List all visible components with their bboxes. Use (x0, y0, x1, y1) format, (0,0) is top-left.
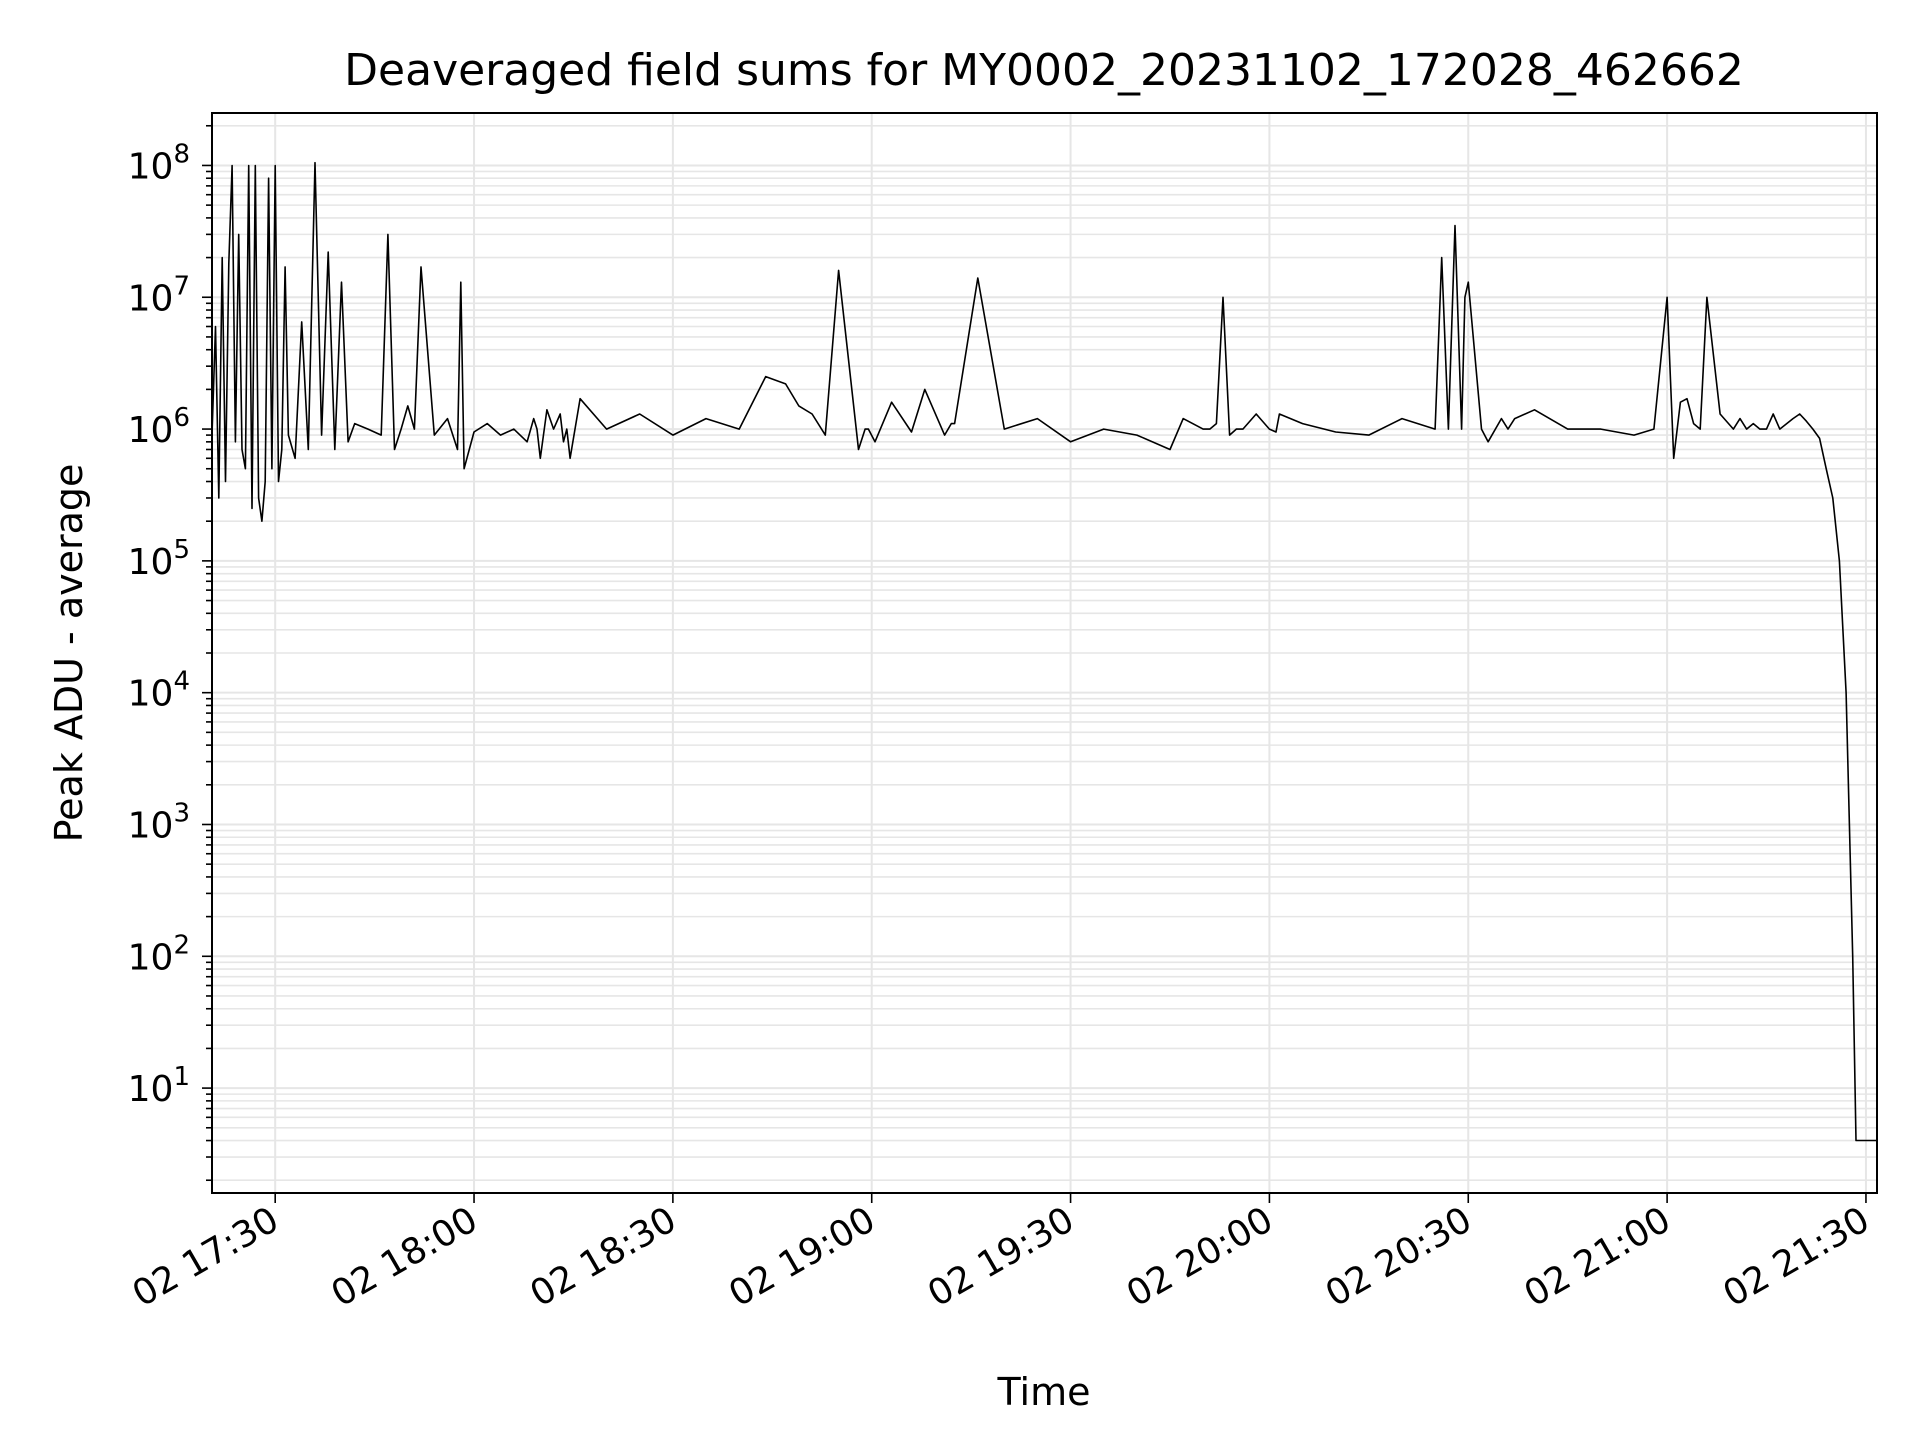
x-tick-label: 02 20:30 (1319, 1199, 1479, 1315)
y-tick-base: 10 (128, 410, 174, 451)
y-tick-label: 104 (128, 667, 190, 715)
x-tick-label: 02 19:00 (722, 1199, 882, 1315)
x-tick-label: 02 17:30 (126, 1199, 286, 1315)
y-tick-label: 101 (128, 1062, 190, 1110)
y-tick-exponent: 2 (173, 930, 190, 960)
x-tick-label: 02 21:30 (1717, 1199, 1877, 1315)
y-tick-base: 10 (128, 674, 174, 715)
y-tick-exponent: 1 (173, 1062, 190, 1092)
y-tick-exponent: 7 (173, 271, 190, 301)
y-tick-base: 10 (128, 146, 174, 187)
y-tick-exponent: 4 (173, 667, 190, 697)
y-tick-label: 105 (128, 535, 190, 583)
y-tick-label: 107 (128, 271, 190, 319)
y-tick-base: 10 (128, 937, 174, 978)
y-tick-exponent: 6 (173, 403, 190, 433)
y-tick-exponent: 5 (173, 535, 190, 565)
chart-title: Deaveraged field sums for MY0002_2023110… (344, 45, 1744, 96)
x-axis: 02 17:30 02 18:00 02 18:30 02 19:00 02 19:30… (126, 1193, 1877, 1315)
y-tick-label: 106 (128, 403, 190, 451)
y-tick-label: 102 (128, 930, 190, 978)
y-tick-exponent: 3 (173, 798, 190, 828)
y-tick-label: 103 (128, 798, 190, 846)
y-tick-base: 10 (128, 542, 174, 583)
plot-line-group (211, 161, 1877, 1142)
x-tick-label: 02 19:30 (921, 1199, 1081, 1315)
grid (212, 113, 1877, 1193)
x-tick-label: 02 20:00 (1120, 1199, 1280, 1315)
y-tick-base: 10 (128, 805, 174, 846)
data-series-line (211, 161, 1877, 1142)
x-tick-label: 02 18:30 (523, 1199, 683, 1315)
y-axis-label: Peak ADU - average (47, 464, 91, 843)
y-tick-label: 108 (128, 139, 190, 187)
y-tick-base: 10 (128, 1069, 174, 1110)
y-tick-base: 10 (128, 278, 174, 319)
x-axis-label: Time (997, 1370, 1091, 1414)
y-tick-exponent: 8 (173, 139, 190, 169)
x-tick-label: 02 21:00 (1518, 1199, 1678, 1315)
x-tick-label: 02 18:00 (325, 1199, 485, 1315)
